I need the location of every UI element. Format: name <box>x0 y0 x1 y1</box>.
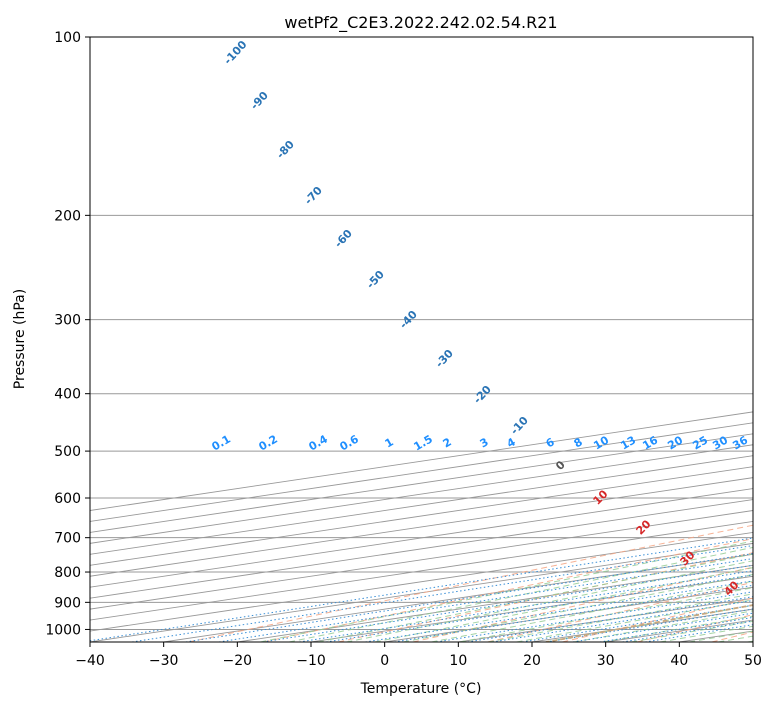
isotherm-line <box>90 444 753 544</box>
moist-adiabat-line <box>487 593 753 642</box>
x-tick-label: −40 <box>75 653 105 669</box>
y-tick-label: 700 <box>54 531 81 547</box>
x-tick-label: −20 <box>223 653 253 669</box>
x-tick-label: 10 <box>449 653 467 669</box>
mixing-ratio-line <box>325 574 753 642</box>
dewpoint-line <box>770 37 775 572</box>
y-tick-label: 400 <box>54 387 81 403</box>
isotherm-line <box>90 488 753 588</box>
isotherm-line <box>90 455 753 555</box>
y-tick-label: 500 <box>54 444 81 460</box>
axes: −40 −30 −20 −10 0 10 20 30 40 50 100 200 300 400 500 60… <box>45 30 762 669</box>
y-tick-label: 200 <box>54 208 81 224</box>
y-tick-label: 600 <box>54 491 81 507</box>
x-tick-label: 0 <box>380 653 389 669</box>
x-tick-label: 50 <box>744 653 762 669</box>
sounding-series <box>770 37 775 572</box>
x-tick-label: −30 <box>149 653 179 669</box>
isotherm-line <box>90 499 753 599</box>
y-tick-label: 800 <box>54 565 81 581</box>
isotherm-line <box>90 466 753 566</box>
isotherm-line <box>90 510 753 610</box>
moist-adiabat-line <box>288 546 753 642</box>
moist-adiabat-line <box>374 567 753 642</box>
chart-title: wetPf2_C2E3.2022.242.02.54.R21 <box>284 13 557 33</box>
background-curves <box>90 524 753 642</box>
y-axis-title: Pressure (hPa) <box>12 289 28 389</box>
isotherm-line <box>752 641 753 642</box>
y-tick-label: 900 <box>54 595 81 611</box>
moist-adiabat-line <box>403 573 753 642</box>
moist-adiabat-line <box>459 587 753 642</box>
dry-adiabat-line <box>188 524 753 642</box>
grid-layer <box>90 37 753 642</box>
x-tick-label: 40 <box>670 653 688 669</box>
moist-adiabat-line <box>260 540 753 642</box>
x-tick-label: 30 <box>597 653 615 669</box>
isotherm-line <box>90 477 753 577</box>
plot-background <box>90 37 753 642</box>
isotherm-line <box>90 520 753 621</box>
y-tick-label: 100 <box>54 30 81 46</box>
mixing-ratio-line <box>365 580 753 642</box>
y-tick-label: 300 <box>54 313 81 329</box>
x-axis-title: Temperature (°C) <box>360 681 482 697</box>
x-tick-label: −10 <box>296 653 326 669</box>
x-tick-label: 20 <box>523 653 541 669</box>
plot-frame <box>89 36 754 643</box>
y-tick-label: 1000 <box>45 622 81 638</box>
isotherm-line <box>90 531 753 632</box>
mixing-ratio-line <box>299 570 753 642</box>
